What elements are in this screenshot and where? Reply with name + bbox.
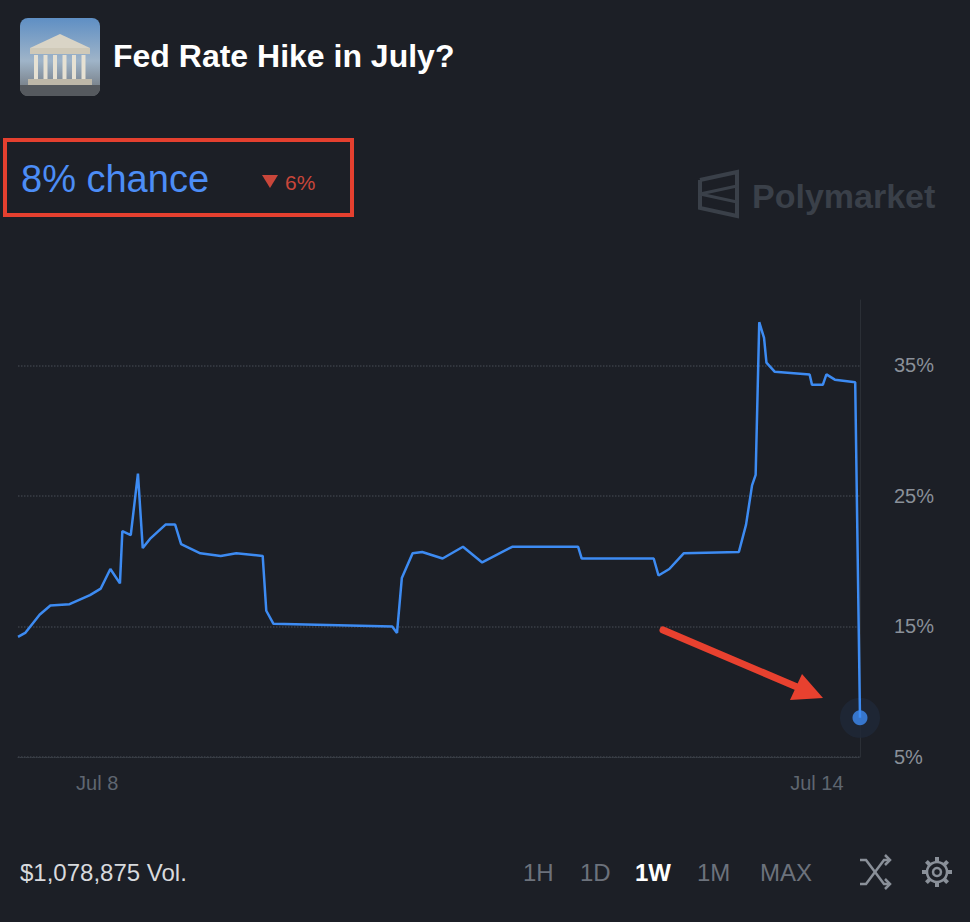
svg-text:Fed Rate Hike in July?: Fed Rate Hike in July? [113, 38, 454, 74]
svg-text:1D: 1D [580, 859, 611, 886]
svg-text:1W: 1W [635, 859, 671, 886]
svg-text:8% chance: 8% chance [21, 158, 209, 200]
svg-text:5%: 5% [894, 746, 923, 768]
svg-text:Jul 14: Jul 14 [790, 772, 843, 794]
svg-text:1H: 1H [523, 859, 554, 886]
svg-text:1M: 1M [697, 859, 730, 886]
svg-text:$1,078,875 Vol.: $1,078,875 Vol. [20, 859, 187, 886]
svg-text:35%: 35% [894, 354, 934, 376]
svg-text:25%: 25% [894, 485, 934, 507]
svg-text:15%: 15% [894, 615, 934, 637]
svg-text:Polymarket: Polymarket [752, 177, 935, 215]
svg-text:Jul 8: Jul 8 [76, 772, 118, 794]
svg-text:6%: 6% [285, 171, 315, 194]
svg-text:MAX: MAX [760, 859, 812, 886]
